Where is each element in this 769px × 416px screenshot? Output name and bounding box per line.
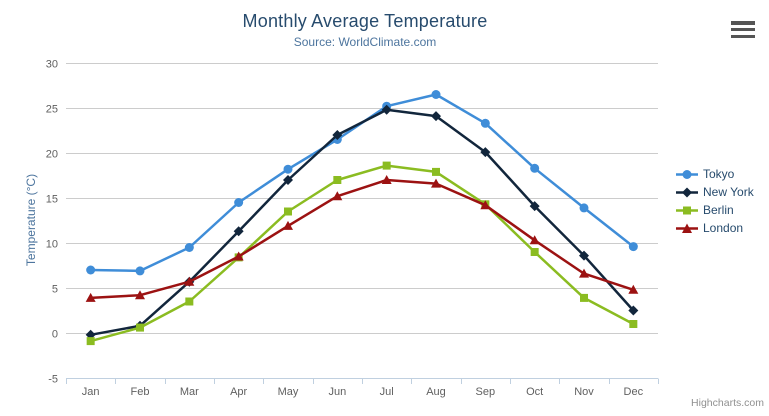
data-point-marker[interactable] [529,235,540,245]
y-axis-label: -5 [48,374,58,386]
data-point-marker[interactable] [284,207,292,216]
data-point-marker[interactable] [184,276,195,286]
data-point-marker[interactable] [480,200,491,210]
data-point-marker[interactable] [135,290,145,300]
data-point-marker[interactable] [332,191,343,201]
x-axis-label: Dec [624,386,644,398]
legend-item-label: Berlin [703,203,734,217]
menu-bar [731,34,755,38]
x-axis-label: Apr [230,386,247,398]
legend-marker-icon [676,169,698,179]
data-point-marker[interactable] [431,90,441,99]
data-point-marker[interactable] [529,201,540,212]
data-point-marker[interactable] [480,147,491,158]
legend-marker-icon [676,206,698,214]
data-point-marker[interactable] [283,164,293,174]
data-point-marker[interactable] [85,292,96,302]
y-axis-label: 20 [46,149,58,161]
data-point-marker[interactable] [580,293,588,302]
series-line-tokyo [89,93,635,273]
data-point-marker[interactable] [628,305,639,316]
x-axis-label: Oct [526,386,543,398]
data-point-marker[interactable] [184,243,194,252]
y-axis-title: Temperature (°C) [24,173,38,267]
data-point-marker[interactable] [431,111,441,122]
chart-title: Monthly Average Temperature [242,11,488,31]
data-point-marker[interactable] [431,178,441,188]
legend-marker-icon [676,187,698,197]
legend-item-label: London [703,221,744,235]
data-point-marker[interactable] [480,118,490,128]
legend-item-london[interactable]: London [676,219,754,237]
y-axis-label: 10 [46,239,58,251]
data-point-marker[interactable] [629,320,638,328]
legend-item-label: New York [703,185,754,199]
menu-bar [731,21,755,25]
menu-bar [731,27,755,32]
data-point-marker[interactable] [381,104,392,115]
data-point-marker[interactable] [382,161,391,170]
x-axis-label: May [278,386,299,398]
data-point-marker[interactable] [628,242,638,252]
data-point-marker[interactable] [579,268,589,278]
y-axis-label: 5 [52,284,58,296]
data-point-marker[interactable] [185,297,194,306]
data-point-marker[interactable] [333,176,342,184]
data-point-marker[interactable] [86,265,96,275]
chart-subtitle: Source: WorldClimate.com [293,35,437,49]
data-point-marker[interactable] [332,130,343,140]
x-axis-label: Sep [476,386,496,398]
y-axis-label: 30 [46,59,58,71]
legend-item-berlin[interactable]: Berlin [676,201,754,219]
data-point-marker[interactable] [135,266,145,276]
x-axis-label: Feb [131,386,150,398]
data-point-marker[interactable] [136,323,144,332]
data-point-marker[interactable] [530,248,539,256]
credits-link[interactable]: Highcharts.com [691,397,764,409]
data-point-marker[interactable] [579,250,589,261]
legend: Tokyo New York Berlin London [676,165,754,237]
x-axis-label: Jul [380,386,394,398]
data-point-marker[interactable] [579,203,589,213]
legend-item-label: Tokyo [703,167,735,181]
data-point-marker[interactable] [283,220,293,230]
data-point-marker[interactable] [530,163,540,173]
x-axis-label: Jan [82,386,100,398]
data-point-marker[interactable] [86,337,95,346]
series-line-new-york [89,108,635,337]
x-axis-label: Aug [426,386,446,398]
data-point-marker[interactable] [233,226,244,237]
context-menu-icon[interactable] [731,21,755,38]
legend-marker-icon [676,223,698,233]
data-point-marker[interactable] [234,198,244,207]
data-point-marker[interactable] [381,175,392,184]
data-point-marker[interactable] [432,167,440,176]
data-point-marker[interactable] [628,284,639,294]
x-axis-label: Jun [328,386,346,398]
y-axis-label: 15 [46,194,58,206]
data-point-marker[interactable] [283,175,293,185]
y-axis-label: 25 [46,104,58,116]
legend-item-tokyo[interactable]: Tokyo [676,165,754,183]
series-line-london [89,178,635,300]
x-axis-label: Nov [574,386,594,398]
data-point-marker[interactable] [233,251,244,261]
x-axis-label: Mar [180,386,199,398]
y-axis-label: 0 [52,329,58,341]
legend-item-new-york[interactable]: New York [676,183,754,201]
series-line-berlin [89,164,635,343]
